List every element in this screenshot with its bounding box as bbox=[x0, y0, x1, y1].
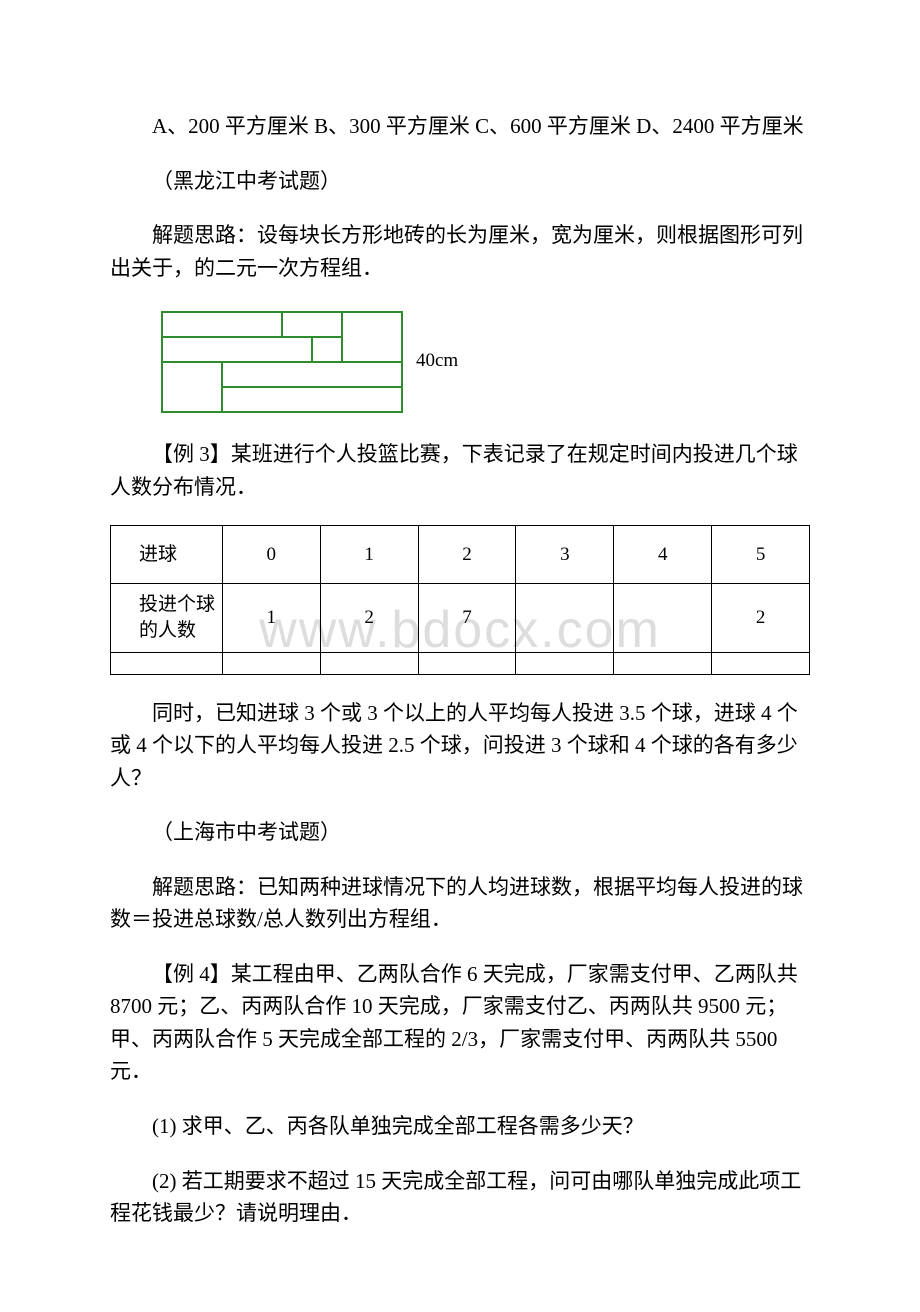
document-page: A、200 平方厘米 B、300 平方厘米 C、600 平方厘米 D、2400 … bbox=[0, 0, 920, 1312]
table-cell bbox=[516, 584, 614, 652]
table-header-label: 投进个球的人数 bbox=[111, 584, 223, 652]
diagram-height-label: 40cm bbox=[416, 350, 458, 372]
table-row: 投进个球的人数 1 2 7 2 bbox=[111, 584, 810, 652]
table-cell bbox=[614, 584, 712, 652]
basketball-table: 进球 0 1 2 3 4 5 投进个球的人数 1 2 7 2 bbox=[110, 525, 810, 674]
table-row: 进球 0 1 2 3 4 5 bbox=[111, 526, 810, 584]
tile-diagram-svg bbox=[158, 306, 408, 416]
example3-condition: 同时，已知进球 3 个或 3 个以上的人平均每人投进 3.5 个球，进球 4 个… bbox=[110, 697, 810, 795]
table-cell: 0 bbox=[222, 526, 320, 584]
table-cell: 1 bbox=[320, 526, 418, 584]
table-cell: 7 bbox=[418, 584, 516, 652]
table-cell: 2 bbox=[418, 526, 516, 584]
table-cell: 2 bbox=[320, 584, 418, 652]
tile-diagram: 40cm bbox=[158, 306, 478, 416]
table-cell: 1 bbox=[222, 584, 320, 652]
example2-analysis: 解题思路：设每块长方形地砖的长为厘米，宽为厘米，则根据图形可列出关于，的二元一次… bbox=[110, 219, 810, 284]
table-row-empty bbox=[111, 652, 810, 674]
table-cell: 3 bbox=[516, 526, 614, 584]
example2-source: （黑龙江中考试题） bbox=[110, 165, 810, 198]
table-cell: 5 bbox=[712, 526, 810, 584]
table-cell: 4 bbox=[614, 526, 712, 584]
example4-prompt: 【例 4】某工程由甲、乙两队合作 6 天完成，厂家需支付甲、乙两队共 8700 … bbox=[110, 958, 810, 1088]
example2-options: A、200 平方厘米 B、300 平方厘米 C、600 平方厘米 D、2400 … bbox=[110, 110, 810, 143]
example3-analysis: 解题思路：已知两种进球情况下的人均进球数，根据平均每人投进的球数＝投进总球数/总… bbox=[110, 871, 810, 936]
table-cell: 2 bbox=[712, 584, 810, 652]
example3-prompt: 【例 3】某班进行个人投篮比赛，下表记录了在规定时间内投进几个球人数分布情况． bbox=[110, 438, 810, 503]
example4-q2: (2) 若工期要求不超过 15 天完成全部工程，问可由哪队单独完成此项工程花钱最… bbox=[110, 1165, 810, 1230]
table-header-label: 进球 bbox=[111, 526, 223, 584]
example3-source: （上海市中考试题） bbox=[110, 816, 810, 849]
example4-q1: (1) 求甲、乙、丙各队单独完成全部工程各需多少天？ bbox=[110, 1110, 810, 1143]
